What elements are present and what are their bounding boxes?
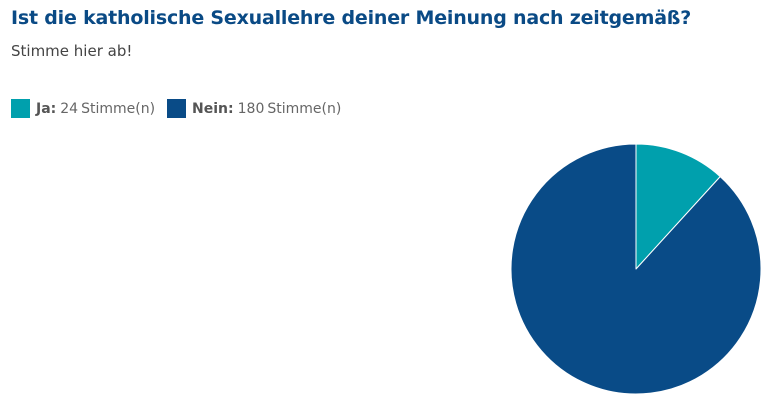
legend-unit-ja: Stimme(n) bbox=[81, 100, 156, 117]
legend-label-nein: Nein bbox=[192, 100, 229, 117]
pie-slice-ja[interactable] bbox=[635, 143, 721, 270]
legend-swatch-ja bbox=[11, 99, 30, 118]
legend-swatch-nein bbox=[167, 99, 187, 118]
pie-chart bbox=[510, 143, 762, 395]
legend-count-nein: 180 bbox=[237, 100, 265, 117]
legend-label-ja: Ja bbox=[36, 100, 51, 117]
legend-separator-nein: : bbox=[228, 100, 234, 117]
poll-title: Ist die katholische Sexuallehre deiner M… bbox=[11, 7, 692, 29]
legend-item-ja[interactable]: Ja: 24 Stimme(n) bbox=[11, 99, 155, 118]
legend-count-ja: 24 bbox=[60, 100, 79, 117]
poll-subtitle: Stimme hier ab! bbox=[11, 42, 133, 60]
pie-slice-nein[interactable] bbox=[510, 143, 762, 395]
legend-item-nein[interactable]: Nein: 180 Stimme(n) bbox=[167, 99, 341, 118]
legend-separator-ja: : bbox=[50, 100, 57, 117]
legend-unit-nein: Stimme(n) bbox=[267, 100, 342, 117]
chart-legend: Ja: 24 Stimme(n) Nein: 180 Stimme(n) bbox=[11, 99, 353, 118]
